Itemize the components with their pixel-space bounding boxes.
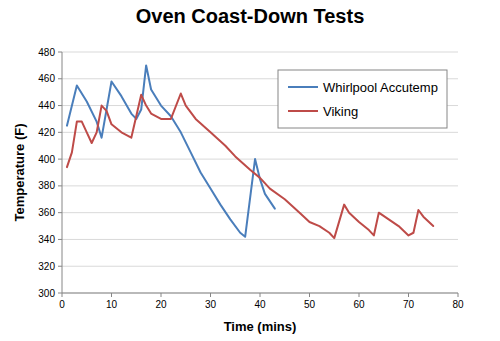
x-axis-label: Time (mins) xyxy=(224,319,297,334)
legend-label: Viking xyxy=(323,104,358,119)
x-tick-label: 0 xyxy=(59,299,65,310)
x-tick-label: 40 xyxy=(254,299,266,310)
x-tick xyxy=(408,293,409,297)
y-tick-label: 460 xyxy=(38,73,55,84)
x-tick xyxy=(309,293,310,297)
x-tick xyxy=(210,293,211,297)
y-tick xyxy=(58,185,62,186)
legend-swatch xyxy=(288,110,318,112)
y-tick xyxy=(58,239,62,240)
legend-box xyxy=(278,70,447,128)
grid-line xyxy=(62,293,458,294)
grid-line xyxy=(62,266,458,267)
y-tick xyxy=(58,78,62,79)
y-tick xyxy=(58,212,62,213)
x-tick-label: 30 xyxy=(205,299,217,310)
y-tick-label: 320 xyxy=(38,261,55,272)
legend-label: Whirlpool Accutemp xyxy=(323,80,438,95)
y-tick-label: 340 xyxy=(38,234,55,245)
x-tick xyxy=(161,293,162,297)
chart: Oven Coast-Down Tests3003203403603804004… xyxy=(0,0,500,341)
legend-swatch xyxy=(288,86,318,88)
y-tick xyxy=(58,105,62,106)
legend: Whirlpool Accutemp Viking xyxy=(278,70,447,128)
grid-line xyxy=(62,185,458,186)
y-tick-label: 480 xyxy=(38,47,55,58)
y-tick xyxy=(58,132,62,133)
x-tick-label: 10 xyxy=(106,299,118,310)
x-tick-label: 50 xyxy=(304,299,316,310)
y-tick-label: 380 xyxy=(38,180,55,191)
y-tick xyxy=(58,52,62,53)
y-tick xyxy=(58,159,62,160)
y-axis-label: Temperature (F) xyxy=(12,124,27,222)
y-tick xyxy=(58,266,62,267)
grid-line xyxy=(62,159,458,160)
y-tick-label: 440 xyxy=(38,100,55,111)
y-tick-label: 400 xyxy=(38,154,55,165)
x-tick xyxy=(62,293,63,297)
y-tick xyxy=(58,293,62,294)
y-axis xyxy=(62,52,63,293)
grid-line xyxy=(62,239,458,240)
x-tick xyxy=(359,293,360,297)
background xyxy=(0,0,500,341)
x-tick-label: 80 xyxy=(452,299,464,310)
x-tick-label: 60 xyxy=(353,299,365,310)
y-tick-label: 420 xyxy=(38,127,55,138)
series-line xyxy=(67,65,275,236)
x-axis xyxy=(62,293,458,294)
grid-line xyxy=(62,52,458,53)
x-tick-label: 70 xyxy=(403,299,415,310)
title: Oven Coast-Down Tests xyxy=(136,5,365,27)
x-tick xyxy=(260,293,261,297)
x-tick xyxy=(458,293,459,297)
y-tick-label: 300 xyxy=(38,288,55,299)
y-tick-label: 360 xyxy=(38,207,55,218)
grid-line xyxy=(62,212,458,213)
x-tick-label: 20 xyxy=(155,299,167,310)
x-tick xyxy=(111,293,112,297)
